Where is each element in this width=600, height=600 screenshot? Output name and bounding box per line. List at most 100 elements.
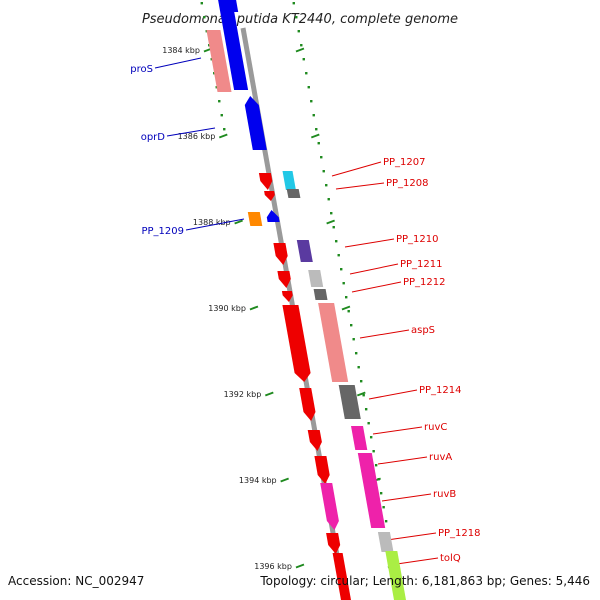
tick-dot: [312, 114, 315, 117]
tick-dot: [349, 324, 353, 327]
gene-arrow: [281, 291, 293, 302]
gene-labels-layer: proS oprD PP_1209 PP_1207 PP_1208 PP_1210 PP_1…: [130, 64, 480, 564]
tick-dot: [292, 2, 295, 5]
tick-mark: [326, 219, 335, 225]
tick-dot: [357, 366, 360, 369]
tick-dot: [340, 268, 343, 271]
gene-arrow: [299, 388, 316, 421]
tick-dot: [320, 156, 323, 159]
tick-dot: [374, 464, 378, 467]
gene-pp-1209: [266, 210, 280, 222]
gene-arrow: [258, 173, 273, 190]
tick-dot: [218, 100, 221, 103]
connector-ruva: [377, 456, 428, 465]
tick-dot: [379, 492, 383, 495]
tick-dot: [359, 380, 363, 383]
tick-dot: [345, 296, 348, 299]
label-ruvc: ruvC: [424, 422, 447, 433]
gene-arrow: [218, 0, 249, 90]
tick-mark: [249, 305, 259, 311]
connector-pp-1207: [331, 161, 382, 177]
gene-arrow: [282, 305, 311, 382]
label-oprd: oprD: [141, 132, 166, 143]
gene-pp-1207: [282, 171, 296, 190]
tick-dot: [322, 170, 325, 173]
connector-asps: [359, 329, 410, 339]
tick-mark: [234, 219, 243, 225]
tick-mark: [280, 477, 289, 483]
tick-dot: [317, 142, 320, 145]
tick-label: 1386 kbp: [178, 132, 216, 141]
gene-pp-1218: [377, 532, 394, 552]
label-ruva: ruvA: [429, 452, 452, 463]
tick-dot: [384, 520, 388, 523]
gene-arrow: [264, 191, 275, 201]
tick-dot: [302, 58, 305, 61]
tick-label: 1392 kbp: [224, 390, 262, 399]
connector-ruvc: [372, 426, 423, 435]
gene-arrow: [326, 533, 341, 554]
gene-pp-1210: [296, 240, 313, 262]
gene-pros: [206, 30, 232, 92]
tick-dot: [220, 114, 223, 117]
tick-marks-layer: 1384 kbp 1386 kbp 1388 kbp 1390 kbp 1392 kbp…: [162, 46, 397, 571]
map-title: Pseudomonas putida KT2440, complete geno…: [142, 12, 458, 27]
tick-dot: [305, 72, 308, 75]
gene-ruvc: [351, 426, 368, 450]
label-ruvb: ruvB: [433, 489, 456, 500]
connector-pp-1218: [386, 532, 437, 541]
tick-dot: [342, 282, 345, 285]
gene-arrow: [244, 96, 267, 150]
gene-arrow: [314, 456, 330, 484]
tick-label: 1390 kbp: [208, 304, 246, 313]
tick-label: 1394 kbp: [239, 476, 277, 485]
tick-label: 1388 kbp: [193, 218, 231, 227]
tick-label: 1384 kbp: [162, 46, 200, 55]
tick-dot: [335, 240, 338, 243]
tick-dot: [325, 184, 328, 187]
label-asps: aspS: [411, 325, 435, 336]
label-tolq: tolQ: [440, 553, 461, 564]
label-pros: proS: [130, 64, 153, 75]
tick-dot: [327, 198, 330, 201]
tick-dot: [382, 506, 385, 509]
tick-mark: [218, 133, 228, 139]
label-pp-1218: PP_1218: [438, 528, 481, 539]
gene-arrow: [273, 243, 288, 265]
tick-mark: [341, 305, 351, 311]
label-pp-1208: PP_1208: [386, 178, 429, 189]
tick-mark: [295, 47, 305, 53]
tick-dot: [297, 30, 300, 33]
tick-dot: [362, 394, 365, 397]
gene-asps: [318, 303, 349, 382]
tick-dot: [203, 16, 206, 19]
tick-mark: [264, 391, 274, 397]
tick-dot: [347, 310, 350, 313]
label-connectors-layer: [154, 57, 439, 566]
connector-pp-1212: [351, 281, 402, 293]
tick-dot: [372, 450, 375, 453]
tick-dot: [352, 338, 355, 341]
tick-dot: [307, 86, 310, 89]
label-pp-1207: PP_1207: [383, 157, 426, 168]
tick-mark: [295, 563, 305, 569]
connector-pp-1211: [349, 263, 399, 275]
gene-oprd: [224, 0, 239, 12]
tick-dot: [332, 226, 335, 229]
gene-pp-1211: [308, 270, 324, 287]
accession-text: Accession: NC_002947: [8, 574, 145, 588]
connector-oprd: [166, 127, 216, 137]
connector-ruvb: [381, 493, 432, 502]
tick-dot: [354, 352, 358, 355]
gene-arrow: [247, 212, 263, 226]
tick-dot: [300, 44, 303, 47]
tick-label: 1396 kbp: [254, 562, 292, 571]
tick-dot: [364, 408, 368, 411]
gene-tolq: [385, 551, 406, 600]
connector-pp-1208: [335, 182, 385, 190]
tick-dot: [295, 16, 298, 19]
tick-dot: [200, 2, 203, 5]
tick-dot: [337, 254, 340, 257]
